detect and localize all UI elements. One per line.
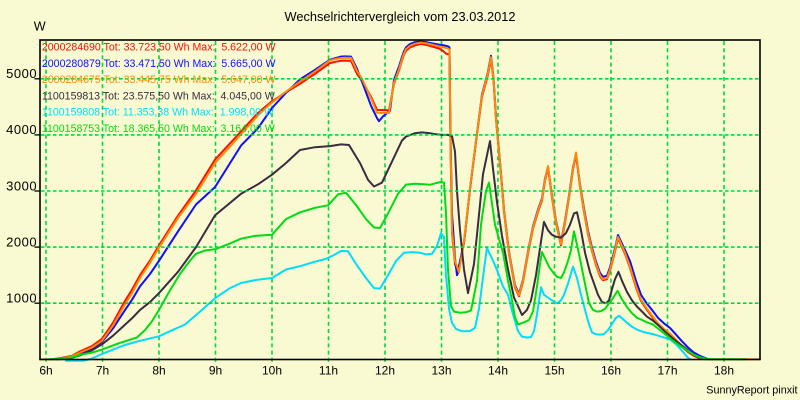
svg-text:1100158753 Tot: 18.365,50 Wh M: 1100158753 Tot: 18.365,50 Wh Max: 3.164,… (42, 123, 275, 135)
svg-text:1100159808 Tot: 11.353,38 Wh M: 1100159808 Tot: 11.353,38 Wh Max: 1.998,… (42, 107, 274, 119)
svg-text:4000: 4000 (6, 122, 37, 137)
svg-text:10h: 10h (262, 364, 282, 378)
svg-text:2000284690 Tot: 33.723,50 Wh M: 2000284690 Tot: 33.723,50 Wh Max: 5.622,… (42, 42, 276, 54)
svg-text:2000280879 Tot: 33.471,50 Wh M: 2000280879 Tot: 33.471,50 Wh Max: 5.665,… (42, 58, 276, 70)
svg-text:2000: 2000 (6, 234, 37, 249)
svg-text:1100159813 Tot: 23.575,50 Wh M: 1100159813 Tot: 23.575,50 Wh Max: 4.045,… (42, 90, 275, 102)
svg-text:1000: 1000 (6, 291, 37, 306)
svg-text:9h: 9h (209, 364, 222, 378)
svg-text:SunnyReport pinxit: SunnyReport pinxit (706, 385, 797, 397)
svg-text:17h: 17h (657, 364, 677, 378)
svg-text:18h: 18h (714, 364, 734, 378)
svg-text:11h: 11h (319, 364, 338, 378)
svg-text:2000284675 Tot: 33.445,75 Wh M: 2000284675 Tot: 33.445,75 Wh Max: 5.647,… (42, 74, 276, 86)
svg-text:6h: 6h (39, 364, 52, 378)
svg-text:Wechselrichtervergleich vom 23: Wechselrichtervergleich vom 23.03.2012 (285, 9, 516, 24)
svg-text:7h: 7h (96, 364, 109, 378)
svg-text:3000: 3000 (6, 178, 37, 193)
svg-text:5000: 5000 (6, 66, 37, 81)
svg-text:W: W (34, 20, 46, 34)
svg-text:13h: 13h (431, 364, 451, 378)
svg-text:15h: 15h (544, 364, 564, 378)
svg-text:16h: 16h (601, 364, 621, 378)
svg-text:14h: 14h (488, 364, 508, 378)
svg-text:12h: 12h (375, 364, 395, 378)
svg-text:8h: 8h (152, 364, 165, 378)
